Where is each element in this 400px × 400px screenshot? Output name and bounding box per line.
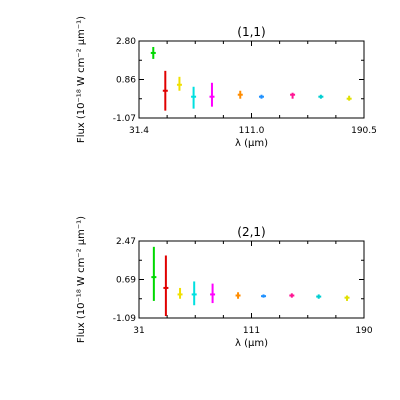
panel-2-title: (2,1) — [237, 225, 265, 239]
panel-2-y-axis-label: Flux (10⁻¹⁸ W cm⁻² μm⁻¹) — [76, 216, 87, 343]
panel-1-x-tick-label: 190.5 — [351, 126, 377, 136]
panel-1-x-tick-label: 31.4 — [129, 126, 149, 136]
panel-2-y-tick-label: 0.69 — [116, 276, 136, 286]
panel-2-x-axis-label: λ (μm) — [235, 338, 268, 349]
panel-1-y-tick-label: 2.80 — [116, 37, 136, 47]
panel-1-y-axis-label: Flux (10⁻¹⁸ W cm⁻² μm⁻¹) — [76, 16, 87, 143]
panel-1-x-axis-label: λ (μm) — [235, 138, 268, 149]
panel-2-x-tick-label: 31 — [133, 326, 144, 336]
panel-1-x-tick-label: 111.0 — [239, 126, 265, 136]
panel-2-y-tick-label: -1.09 — [113, 314, 137, 324]
panel-2-x-tick-label: 111 — [243, 326, 260, 336]
panel-1-y-tick-label: 0.86 — [116, 76, 136, 86]
panel-1-title: (1,1) — [237, 25, 265, 39]
panel-2-x-tick-label: 190 — [355, 326, 372, 336]
panel-1-y-tick-label: -1.07 — [113, 114, 136, 124]
panel-2-y-tick-label: 2.47 — [116, 237, 136, 247]
